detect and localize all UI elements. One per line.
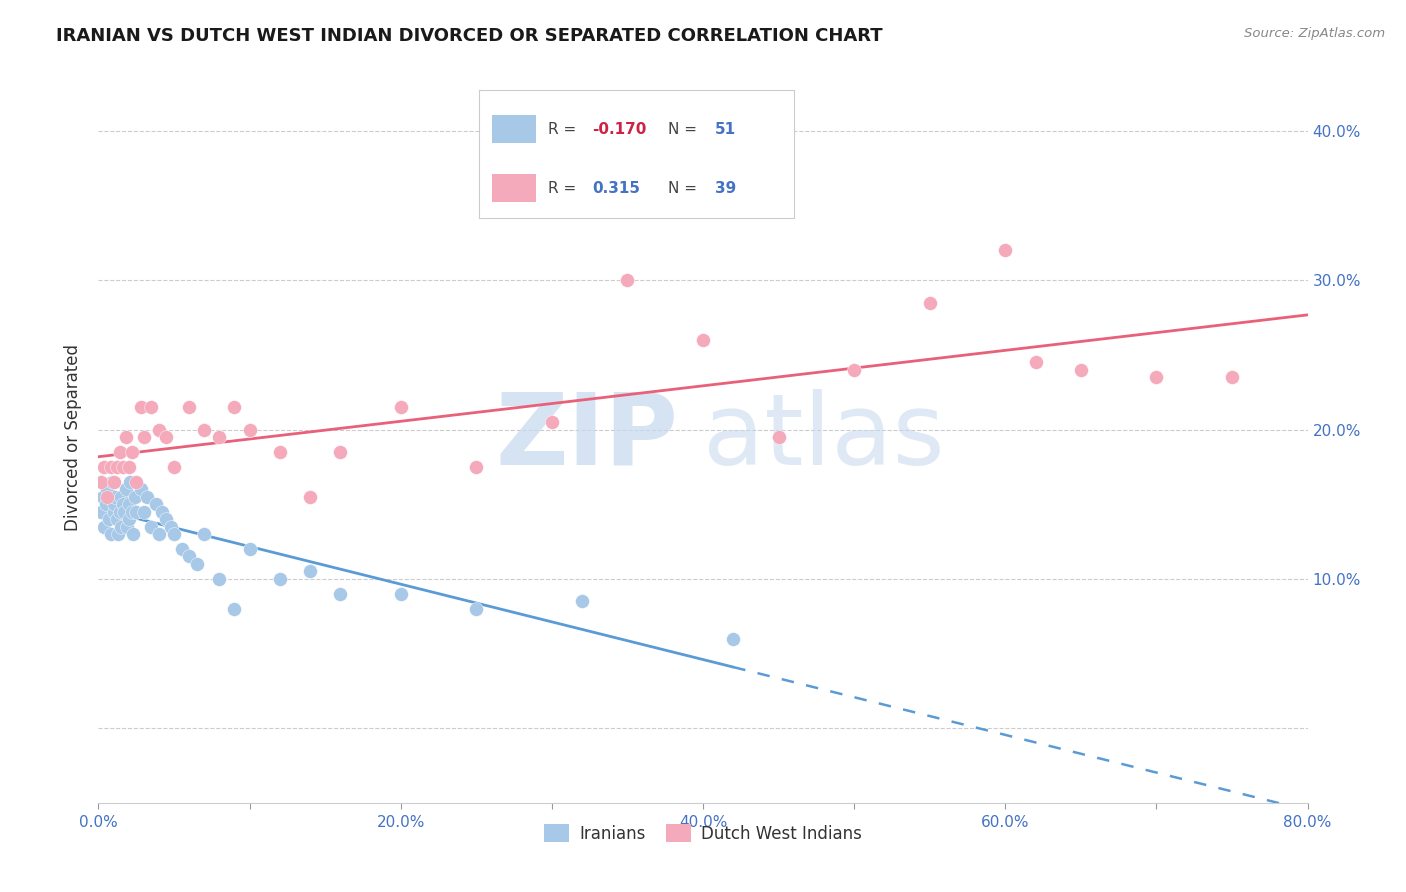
Point (150, 505, 173, 519)
Point (105, 459, 128, 474)
Point (1144, 370, 1167, 384)
Point (104, 490, 127, 504)
Point (118, 512, 141, 526)
Point (160, 519, 183, 533)
Point (93, 459, 115, 474)
Point (844, 363, 866, 377)
Point (103, 505, 125, 519)
Text: Source: ZipAtlas.com: Source: ZipAtlas.com (1244, 27, 1385, 40)
Point (224, 401, 246, 415)
Point (692, 333, 714, 347)
Point (994, 244, 1017, 258)
Point (768, 430, 790, 444)
Point (108, 505, 131, 519)
Legend: Iranians, Dutch West Indians: Iranians, Dutch West Indians (537, 818, 869, 849)
Point (269, 572, 291, 586)
Text: IRANIAN VS DUTCH WEST INDIAN DIVORCED OR SEPARATED CORRELATION CHART: IRANIAN VS DUTCH WEST INDIAN DIVORCED OR… (56, 27, 883, 45)
Point (124, 490, 146, 504)
Point (299, 490, 322, 504)
Point (115, 519, 138, 533)
Point (100, 527, 122, 541)
Point (114, 483, 136, 497)
Point (148, 423, 170, 437)
Text: atlas: atlas (703, 389, 945, 485)
Point (94, 497, 117, 511)
Point (155, 430, 177, 444)
Point (179, 401, 201, 415)
Point (141, 401, 163, 415)
Point (132, 505, 155, 519)
Point (100, 459, 122, 474)
Point (108, 445, 131, 459)
Point (105, 512, 128, 526)
Point (540, 415, 562, 429)
Point (132, 430, 155, 444)
Point (93, 519, 115, 533)
Point (111, 459, 134, 474)
Point (239, 542, 262, 557)
Point (125, 475, 148, 489)
Point (129, 401, 152, 415)
Point (114, 430, 136, 444)
Point (193, 423, 215, 437)
Point (571, 594, 593, 608)
Point (389, 401, 412, 415)
Point (208, 430, 231, 444)
Point (148, 527, 170, 541)
Point (120, 475, 142, 489)
Point (101, 475, 124, 489)
Point (98, 512, 121, 526)
Point (465, 601, 488, 615)
Point (135, 490, 157, 504)
Point (96, 490, 118, 504)
Point (107, 527, 129, 541)
Point (1024, 355, 1046, 369)
Point (723, 632, 745, 646)
Point (616, 273, 638, 287)
Point (125, 505, 148, 519)
Point (918, 295, 941, 310)
Y-axis label: Divorced or Separated: Divorced or Separated (65, 343, 83, 531)
Point (163, 459, 186, 474)
Point (163, 527, 186, 541)
Point (110, 519, 132, 533)
Point (186, 557, 208, 571)
Point (465, 459, 488, 474)
Point (389, 587, 412, 601)
Point (111, 497, 134, 511)
Point (141, 519, 163, 533)
Point (121, 505, 143, 519)
Point (122, 527, 145, 541)
Point (299, 565, 322, 579)
Point (121, 445, 143, 459)
Point (269, 445, 291, 459)
Point (179, 549, 201, 564)
Point (224, 601, 246, 615)
Point (145, 497, 167, 511)
Point (110, 490, 132, 504)
Point (1220, 370, 1243, 384)
Point (90, 475, 112, 489)
Text: ZIP: ZIP (496, 389, 679, 485)
Point (91, 490, 114, 504)
Point (118, 497, 141, 511)
Point (129, 483, 152, 497)
Point (1070, 363, 1092, 377)
Point (208, 572, 231, 586)
Point (239, 423, 262, 437)
Point (103, 497, 125, 511)
Point (329, 587, 352, 601)
Point (155, 512, 177, 526)
Point (103, 475, 125, 489)
Point (193, 527, 215, 541)
Point (329, 445, 352, 459)
Point (96, 483, 118, 497)
Point (112, 505, 135, 519)
Point (118, 459, 141, 474)
Point (90, 505, 112, 519)
Point (170, 542, 193, 557)
